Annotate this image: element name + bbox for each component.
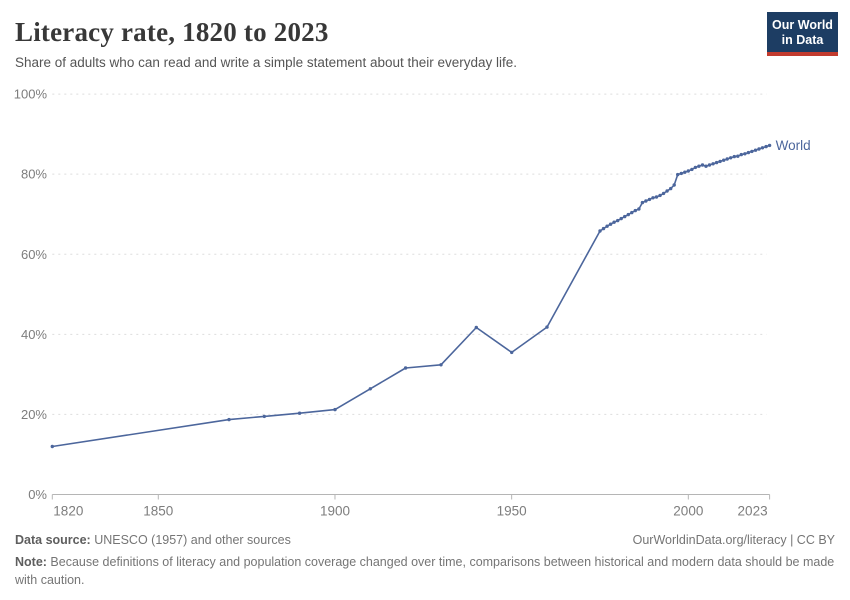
data-point-2005[interactable]	[704, 164, 708, 168]
y-axis-label-40: 40%	[21, 327, 47, 342]
data-point-1988[interactable]	[644, 199, 648, 203]
data-point-1880[interactable]	[262, 414, 266, 419]
data-point-2012[interactable]	[729, 156, 733, 160]
chart-header: Literacy rate, 1820 to 2023 Share of adu…	[0, 0, 850, 80]
logo-text-line1: Our World	[772, 18, 833, 32]
data-point-1890[interactable]	[297, 411, 302, 415]
x-axis-label-1950: 1950	[497, 504, 527, 519]
series-line-world[interactable]	[52, 144, 770, 448]
data-point-1987[interactable]	[640, 200, 645, 205]
data-point-1992[interactable]	[658, 193, 662, 198]
data-source-label: Data source:	[15, 533, 91, 547]
data-point-2020[interactable]	[757, 147, 761, 151]
data-point-1983[interactable]	[626, 212, 630, 217]
footer-source-row: Data source: UNESCO (1957) and other sou…	[15, 531, 835, 549]
data-point-1995[interactable]	[669, 186, 673, 191]
data-point-1986[interactable]	[637, 207, 641, 211]
x-axis-label-1850: 1850	[143, 504, 173, 519]
data-point-1990[interactable]	[651, 196, 655, 200]
data-point-2003[interactable]	[697, 164, 701, 168]
literacy-line-chart[interactable]: 0% 20% 40% 60% 80% 100% 1820 1850 1900 1950 2000 20…	[0, 78, 850, 528]
y-axis-label-20: 20%	[21, 407, 47, 422]
data-point-1820[interactable]	[50, 444, 54, 449]
y-axis-label-100: 100%	[14, 87, 48, 102]
data-point-2017[interactable]	[746, 150, 751, 155]
owid-logo[interactable]: Our World in Data	[767, 12, 838, 56]
note-label: Note:	[15, 555, 47, 570]
data-point-2011[interactable]	[725, 157, 729, 161]
data-point-2013[interactable]	[732, 154, 736, 159]
data-point-2016[interactable]	[743, 152, 747, 156]
footer-note: Note: Because definitions of literacy an…	[15, 555, 835, 588]
y-axis-label-80: 80%	[21, 167, 47, 182]
data-point-1997[interactable]	[676, 172, 680, 177]
data-point-1985[interactable]	[633, 208, 637, 213]
data-point-2018[interactable]	[750, 149, 754, 154]
data-point-2002[interactable]	[693, 165, 698, 170]
data-source-text: Data source: UNESCO (1957) and other sou…	[15, 533, 291, 547]
chart-footer: Data source: UNESCO (1957) and other sou…	[15, 531, 835, 589]
data-point-2023[interactable]	[767, 143, 772, 148]
data-point-1998[interactable]	[679, 171, 683, 176]
data-point-1989[interactable]	[647, 197, 652, 202]
data-point-2009[interactable]	[718, 159, 722, 164]
page-subtitle: Share of adults who can read and write a…	[15, 55, 518, 70]
data-point-2006[interactable]	[707, 163, 712, 167]
data-point-2021[interactable]	[760, 146, 765, 150]
data-point-1984[interactable]	[630, 210, 634, 215]
data-point-2019[interactable]	[753, 148, 758, 152]
data-point-1999[interactable]	[683, 170, 687, 174]
data-point-2022[interactable]	[764, 144, 768, 149]
y-axis-label-60: 60%	[21, 247, 47, 262]
data-point-2010[interactable]	[722, 158, 726, 162]
data-point-2004[interactable]	[700, 163, 705, 167]
data-point-1993[interactable]	[661, 191, 666, 196]
data-point-1960[interactable]	[545, 325, 549, 329]
page-title: Literacy rate, 1820 to 2023	[15, 17, 329, 47]
data-point-1930[interactable]	[439, 363, 443, 367]
x-axis-label-1900: 1900	[320, 504, 350, 519]
data-point-1991[interactable]	[654, 195, 659, 199]
logo-text-line2: in Data	[781, 32, 824, 47]
data-point-2008[interactable]	[714, 160, 719, 165]
data-point-1940[interactable]	[474, 325, 478, 330]
data-point-2000[interactable]	[686, 169, 690, 173]
data-point-2014[interactable]	[736, 154, 740, 158]
x-axis-label-2023: 2023	[738, 504, 768, 519]
data-point-1978[interactable]	[608, 222, 613, 226]
data-point-1910[interactable]	[368, 387, 372, 391]
data-point-1920[interactable]	[403, 366, 408, 370]
data-point-1900[interactable]	[333, 407, 337, 412]
data-point-1982[interactable]	[623, 214, 627, 219]
data-point-1975[interactable]	[598, 229, 602, 233]
series-end-label-world[interactable]: World	[776, 138, 811, 153]
data-point-1870[interactable]	[227, 417, 231, 422]
y-axis-label-0: 0%	[28, 487, 47, 502]
data-point-1980[interactable]	[616, 218, 620, 223]
series-markers-world[interactable]	[50, 143, 772, 449]
data-point-1976[interactable]	[601, 226, 606, 231]
x-axis-label-1820: 1820	[53, 504, 83, 519]
data-point-2015[interactable]	[739, 152, 743, 157]
data-point-2007[interactable]	[711, 162, 715, 166]
x-axis-label-2000: 2000	[673, 504, 703, 519]
data-point-1950[interactable]	[510, 350, 514, 355]
data-point-1994[interactable]	[665, 189, 669, 193]
data-point-1981[interactable]	[619, 216, 623, 221]
data-point-1979[interactable]	[612, 220, 616, 224]
owid-license-link[interactable]: OurWorldinData.org/literacy | CC BY	[632, 533, 835, 547]
data-point-1996[interactable]	[672, 183, 676, 187]
data-point-1977[interactable]	[605, 224, 609, 228]
data-point-2001[interactable]	[690, 167, 694, 172]
